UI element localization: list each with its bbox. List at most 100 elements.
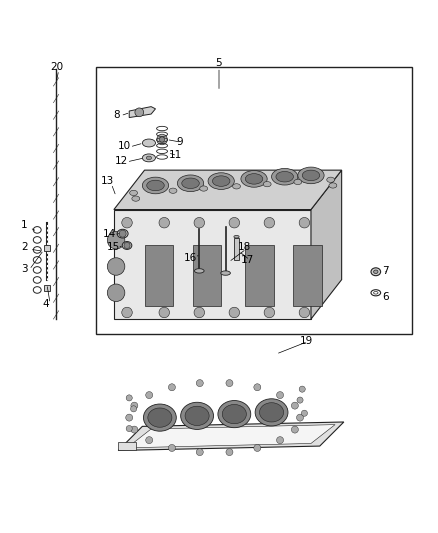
Circle shape xyxy=(299,386,305,392)
Circle shape xyxy=(226,379,233,386)
Ellipse shape xyxy=(182,178,199,189)
Text: 5: 5 xyxy=(215,58,223,68)
Ellipse shape xyxy=(130,190,138,196)
Circle shape xyxy=(196,379,203,386)
Polygon shape xyxy=(127,425,335,448)
Text: 20: 20 xyxy=(50,62,64,72)
Ellipse shape xyxy=(147,180,164,191)
Circle shape xyxy=(299,217,310,228)
Text: 10: 10 xyxy=(118,141,131,151)
Circle shape xyxy=(194,217,205,228)
Ellipse shape xyxy=(245,174,263,184)
Ellipse shape xyxy=(276,172,293,182)
Text: 8: 8 xyxy=(113,110,120,120)
Ellipse shape xyxy=(221,271,230,275)
Ellipse shape xyxy=(122,241,132,249)
Ellipse shape xyxy=(142,177,169,194)
Circle shape xyxy=(226,449,233,456)
Text: 11: 11 xyxy=(169,150,182,160)
Circle shape xyxy=(146,437,153,443)
Polygon shape xyxy=(245,245,274,306)
Ellipse shape xyxy=(142,154,155,162)
Circle shape xyxy=(126,414,133,421)
Polygon shape xyxy=(234,238,239,260)
Ellipse shape xyxy=(327,177,335,182)
Circle shape xyxy=(126,425,132,432)
Ellipse shape xyxy=(263,182,271,187)
FancyBboxPatch shape xyxy=(96,67,412,334)
Polygon shape xyxy=(114,209,311,319)
Ellipse shape xyxy=(200,186,208,191)
Circle shape xyxy=(122,307,132,318)
Ellipse shape xyxy=(241,171,267,187)
Circle shape xyxy=(159,307,170,318)
Ellipse shape xyxy=(208,173,234,189)
Circle shape xyxy=(126,395,132,401)
Polygon shape xyxy=(311,170,342,319)
Circle shape xyxy=(291,402,298,409)
Ellipse shape xyxy=(194,269,204,273)
Circle shape xyxy=(194,307,205,318)
Circle shape xyxy=(196,449,203,456)
Polygon shape xyxy=(114,170,342,209)
Text: 15: 15 xyxy=(106,242,120,252)
Ellipse shape xyxy=(185,406,209,425)
Polygon shape xyxy=(44,246,50,251)
Circle shape xyxy=(301,410,307,416)
Ellipse shape xyxy=(212,176,230,187)
Text: 4: 4 xyxy=(42,298,49,309)
Circle shape xyxy=(159,217,170,228)
Circle shape xyxy=(229,307,240,318)
Text: 16: 16 xyxy=(184,253,197,263)
Ellipse shape xyxy=(180,402,214,430)
Ellipse shape xyxy=(234,236,239,238)
Circle shape xyxy=(157,134,167,145)
Polygon shape xyxy=(193,245,221,306)
Polygon shape xyxy=(44,285,50,290)
Text: 2: 2 xyxy=(21,242,28,252)
Polygon shape xyxy=(129,107,155,118)
Ellipse shape xyxy=(143,404,177,431)
Circle shape xyxy=(276,392,283,399)
Circle shape xyxy=(264,307,275,318)
Ellipse shape xyxy=(294,179,302,184)
Ellipse shape xyxy=(218,400,251,427)
Text: 12: 12 xyxy=(115,156,128,166)
Ellipse shape xyxy=(298,167,324,184)
Circle shape xyxy=(119,230,126,237)
Polygon shape xyxy=(118,442,136,450)
Text: 17: 17 xyxy=(241,255,254,265)
Text: 13: 13 xyxy=(101,176,114,186)
Ellipse shape xyxy=(146,156,152,159)
Circle shape xyxy=(135,108,144,117)
Ellipse shape xyxy=(142,139,155,147)
Ellipse shape xyxy=(132,196,140,201)
Ellipse shape xyxy=(374,270,378,273)
Circle shape xyxy=(159,137,165,142)
Circle shape xyxy=(297,414,304,421)
Circle shape xyxy=(264,217,275,228)
Circle shape xyxy=(107,231,125,249)
Ellipse shape xyxy=(259,403,284,422)
Text: 3: 3 xyxy=(21,264,28,273)
Ellipse shape xyxy=(272,168,298,185)
Text: 18: 18 xyxy=(238,242,251,252)
Circle shape xyxy=(124,243,130,248)
Circle shape xyxy=(131,406,137,412)
Text: 7: 7 xyxy=(382,266,389,276)
Text: 14: 14 xyxy=(103,229,116,239)
Ellipse shape xyxy=(177,175,204,191)
Circle shape xyxy=(169,384,175,391)
Polygon shape xyxy=(293,245,322,306)
Ellipse shape xyxy=(302,170,320,181)
Circle shape xyxy=(254,445,261,451)
Ellipse shape xyxy=(233,184,240,189)
Circle shape xyxy=(107,258,125,275)
Circle shape xyxy=(291,426,298,433)
Circle shape xyxy=(229,217,240,228)
Text: 1: 1 xyxy=(21,220,28,230)
Text: 6: 6 xyxy=(382,292,389,302)
Text: 19: 19 xyxy=(300,336,313,346)
Circle shape xyxy=(131,426,138,433)
Polygon shape xyxy=(145,245,173,306)
